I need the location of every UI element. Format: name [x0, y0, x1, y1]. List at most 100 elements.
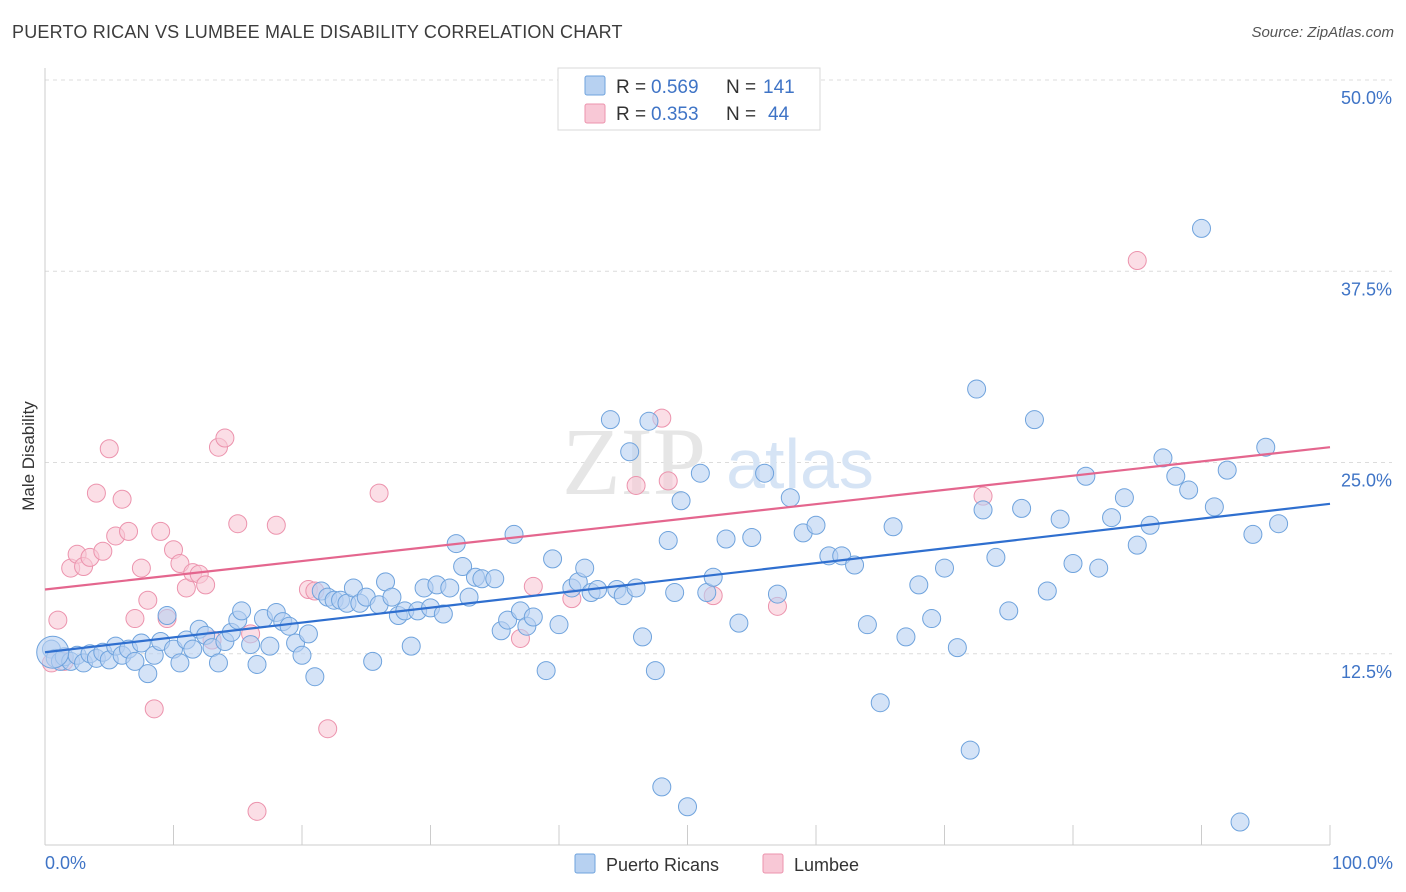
puerto-rican-point-78 — [549, 615, 569, 635]
lumbee-point-12 — [119, 521, 139, 541]
lumbee-point-27 — [215, 428, 235, 448]
puerto-rican-point-89 — [633, 627, 653, 647]
puerto-rican-point-69 — [485, 569, 505, 589]
puerto-rican-point-41 — [298, 624, 318, 644]
lumbee-point-45 — [1127, 251, 1147, 271]
lumbee-point-39 — [626, 475, 646, 495]
puerto-rican-point-94 — [665, 583, 685, 603]
legend-n-label-2: N = — [726, 104, 756, 125]
puerto-rican-point-23 — [183, 639, 203, 659]
puerto-rican-point-140 — [1217, 460, 1237, 480]
puerto-rican-point-100 — [716, 529, 736, 549]
puerto-rican-point-127 — [1050, 509, 1070, 529]
puerto-rican-point-107 — [806, 515, 826, 535]
puerto-rican-point-91 — [645, 661, 665, 681]
puerto-rican-point-135 — [1153, 448, 1173, 468]
puerto-rican-point-95 — [671, 491, 691, 511]
lumbee-point-37 — [523, 576, 543, 596]
puerto-rican-point-33 — [247, 654, 267, 674]
tick-labels: 12.5% 25.0% 37.5% 50.0% 0.0% 100.0% — [45, 88, 1393, 873]
y-tick-label-2: 37.5% — [1341, 279, 1392, 299]
puerto-rican-point-40 — [292, 645, 312, 665]
source-label: Source: ZipAtlas.com — [1251, 24, 1394, 41]
puerto-rican-point-124 — [1012, 498, 1032, 518]
puerto-rican-point-114 — [896, 627, 916, 647]
puerto-rican-point-123 — [999, 601, 1019, 621]
puerto-rican-point-116 — [922, 609, 942, 629]
series-legend-label-blue: Puerto Ricans — [606, 855, 719, 875]
puerto-rican-point-102 — [742, 527, 762, 547]
puerto-rican-point-128 — [1063, 553, 1083, 573]
trend-lines — [44, 446, 1331, 654]
puerto-rican-point-118 — [947, 638, 967, 658]
puerto-rican-point-125 — [1024, 410, 1044, 430]
lumbee-point-1 — [48, 610, 68, 630]
lumbee-point-9 — [99, 439, 119, 459]
puerto-rican-point-105 — [780, 488, 800, 508]
puerto-rican-point-54 — [382, 587, 402, 607]
puerto-rican-point-122 — [986, 547, 1006, 567]
puerto-rican-point-121 — [973, 500, 993, 520]
chart-title: PUERTO RICAN VS LUMBEE MALE DISABILITY C… — [12, 22, 623, 42]
lumbee-point-15 — [138, 590, 158, 610]
lumbee-point-14 — [131, 558, 151, 578]
lumbee-point-30 — [247, 801, 267, 821]
puerto-rican-point-35 — [260, 636, 280, 656]
puerto-rican-point-84 — [600, 410, 620, 430]
puerto-rican-point-19 — [157, 606, 177, 625]
puerto-rican-point-51 — [363, 651, 383, 671]
puerto-rican-point-144 — [1269, 514, 1289, 534]
puerto-rican-point-96 — [678, 797, 697, 817]
puerto-rican-point-71 — [498, 610, 518, 630]
puerto-rican-point-137 — [1179, 480, 1199, 500]
y-tick-label-3: 50.0% — [1341, 88, 1392, 108]
series-legend-swatch-pink — [762, 853, 784, 874]
puerto-rican-point-76 — [536, 661, 556, 681]
puerto-rican-point-90 — [639, 411, 659, 431]
puerto-rican-point-136 — [1166, 466, 1186, 486]
lumbee-point-20 — [170, 553, 190, 573]
puerto-rican-point-88 — [626, 578, 646, 598]
puerto-rican-point-38 — [279, 616, 299, 636]
watermark-atlas: atlas — [726, 425, 874, 503]
puerto-rican-point-120 — [967, 379, 987, 399]
puerto-rican-point-72 — [504, 524, 524, 544]
puerto-rican-point-14 — [125, 651, 145, 671]
y-tick-label-1: 25.0% — [1341, 471, 1392, 491]
puerto-rican-point-57 — [401, 636, 421, 656]
puerto-rican-point-112 — [870, 693, 890, 713]
puerto-rican-trend-line — [44, 502, 1331, 654]
puerto-rican-point-99 — [703, 567, 723, 587]
puerto-rican-points — [36, 218, 1289, 832]
puerto-rican-point-42 — [305, 667, 325, 687]
puerto-rican-point-21 — [170, 653, 190, 673]
puerto-rican-point-126 — [1037, 581, 1057, 601]
puerto-rican-point-77 — [543, 549, 563, 569]
puerto-rican-point-139 — [1204, 497, 1224, 517]
x-tick-label-0: 0.0% — [45, 853, 86, 873]
series-legend-label-pink: Lumbee — [794, 855, 859, 875]
puerto-rican-point-138 — [1192, 218, 1211, 238]
puerto-rican-point-131 — [1102, 508, 1122, 528]
puerto-rican-point-81 — [575, 558, 595, 578]
puerto-rican-point-62 — [433, 604, 453, 624]
lumbee-point-35 — [369, 483, 389, 503]
lumbee-point-13 — [125, 609, 145, 629]
legend-n-label-1: N = — [726, 77, 756, 98]
x-tick-label-1: 100.0% — [1332, 853, 1393, 873]
y-tick-label-0: 12.5% — [1341, 662, 1392, 682]
puerto-rican-point-115 — [909, 575, 929, 595]
lumbee-point-17 — [151, 521, 171, 541]
lumbee-point-31 — [266, 515, 286, 535]
series-legend: Puerto Ricans Lumbee — [574, 853, 859, 875]
puerto-rican-point-87 — [620, 442, 640, 462]
lumbee-point-16 — [144, 699, 164, 719]
puerto-rican-point-92 — [652, 777, 672, 797]
legend-r-label-2: R = — [616, 104, 646, 125]
puerto-rican-point-119 — [960, 740, 980, 760]
puerto-rican-point-110 — [845, 555, 865, 575]
puerto-rican-point-75 — [523, 607, 543, 627]
puerto-rican-point-142 — [1243, 524, 1263, 544]
legend-r-label-1: R = — [616, 77, 646, 98]
legend-n-value-1: 141 — [763, 77, 795, 98]
